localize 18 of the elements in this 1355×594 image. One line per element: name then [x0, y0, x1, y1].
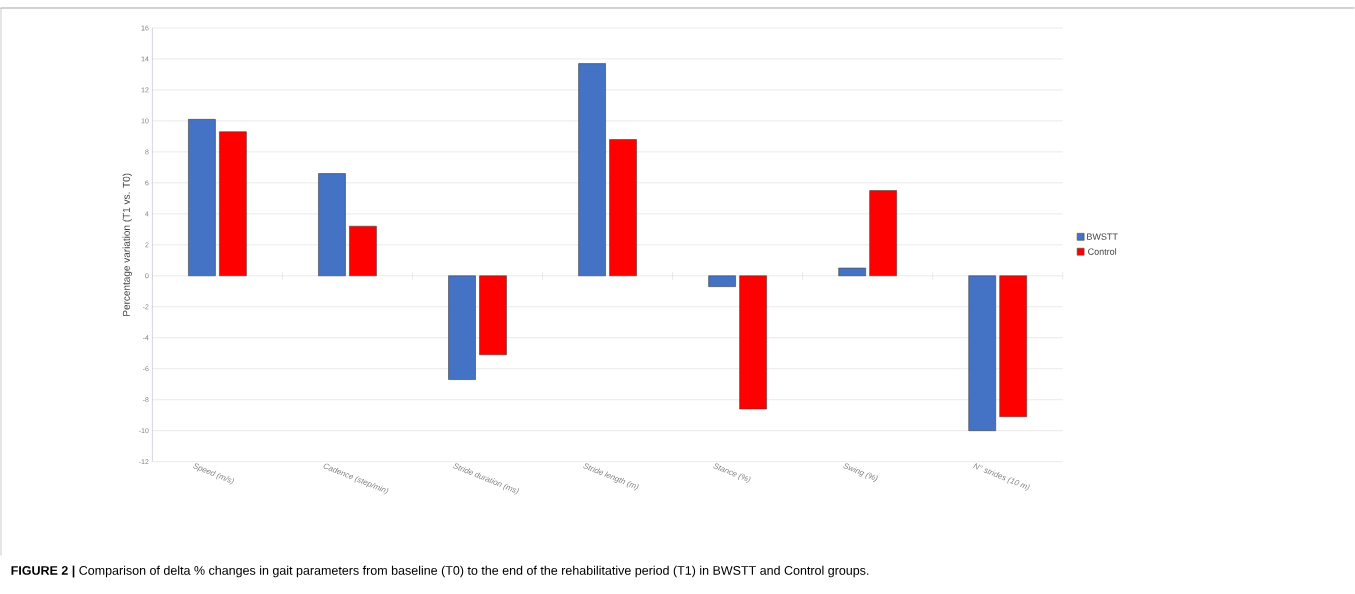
bar [219, 131, 247, 277]
bar [708, 275, 736, 288]
bar [968, 275, 997, 432]
bar [479, 275, 507, 356]
text: FIGURE 2 | Comparison of delta % changes in gait parameters from baseline (T0) to the end of the rehabilitative period (T1) in BWSTT and Control groups. [11, 565, 869, 578]
bar [349, 226, 377, 277]
bar [448, 275, 476, 381]
bar [578, 63, 606, 277]
legend-label: BWSTT [1087, 233, 1118, 241]
bar [869, 190, 897, 277]
bar [188, 119, 216, 277]
bar [838, 267, 866, 277]
bar [609, 139, 637, 277]
bar [999, 275, 1027, 418]
bar [739, 275, 767, 410]
y-axis-title: Percentage variation (T1 vs. T0) [122, 173, 132, 317]
bar [318, 173, 346, 277]
legend-label: Control [1088, 248, 1117, 256]
